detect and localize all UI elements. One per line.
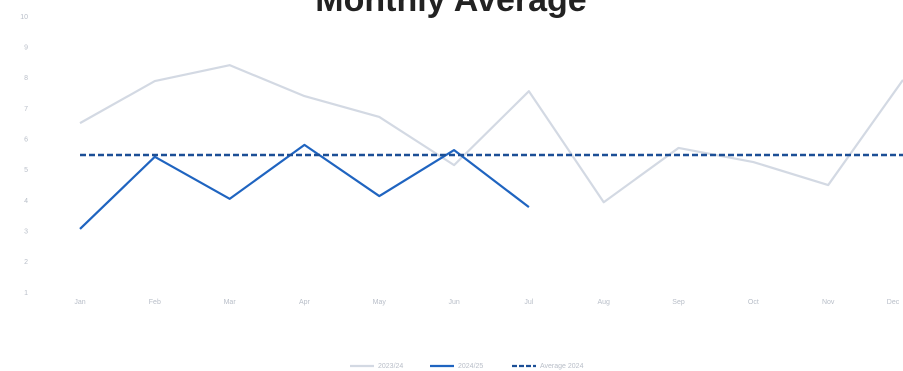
x-tick-label: May [373, 299, 387, 306]
legend-label: Average 2024 [540, 363, 584, 370]
y-tick-label: 6 [24, 137, 28, 144]
y-tick-label: 3 [24, 229, 28, 236]
legend-label: 2024/25 [458, 363, 483, 370]
y-tick-label: 2 [24, 259, 28, 266]
y-tick-label: 5 [24, 167, 28, 174]
x-tick-label: Aug [597, 299, 610, 306]
x-tick-label: Nov [822, 299, 835, 306]
series-line [79, 64, 903, 204]
y-tick-label: 10 [20, 14, 28, 21]
series-line [79, 143, 530, 230]
x-tick-label: Feb [149, 299, 161, 306]
x-tick-label: Oct [748, 299, 759, 306]
x-tick-label: Jul [524, 299, 533, 306]
y-tick-label: 8 [24, 75, 28, 82]
y-tick-label: 9 [24, 45, 28, 52]
x-tick-label: Apr [299, 299, 311, 306]
y-tick-label: 7 [24, 106, 28, 113]
y-tick-label: 1 [24, 290, 28, 297]
legend-label: 2023/24 [378, 363, 403, 370]
x-tick-label: Jun [448, 299, 459, 306]
chart-title: Monthly Average [315, 0, 586, 19]
x-tick-label: Sep [672, 299, 685, 306]
y-tick-label: 4 [24, 198, 28, 205]
x-tick-label: Jan [74, 299, 85, 306]
x-tick-label: Dec [887, 299, 900, 306]
x-tick-label: Mar [224, 299, 237, 306]
